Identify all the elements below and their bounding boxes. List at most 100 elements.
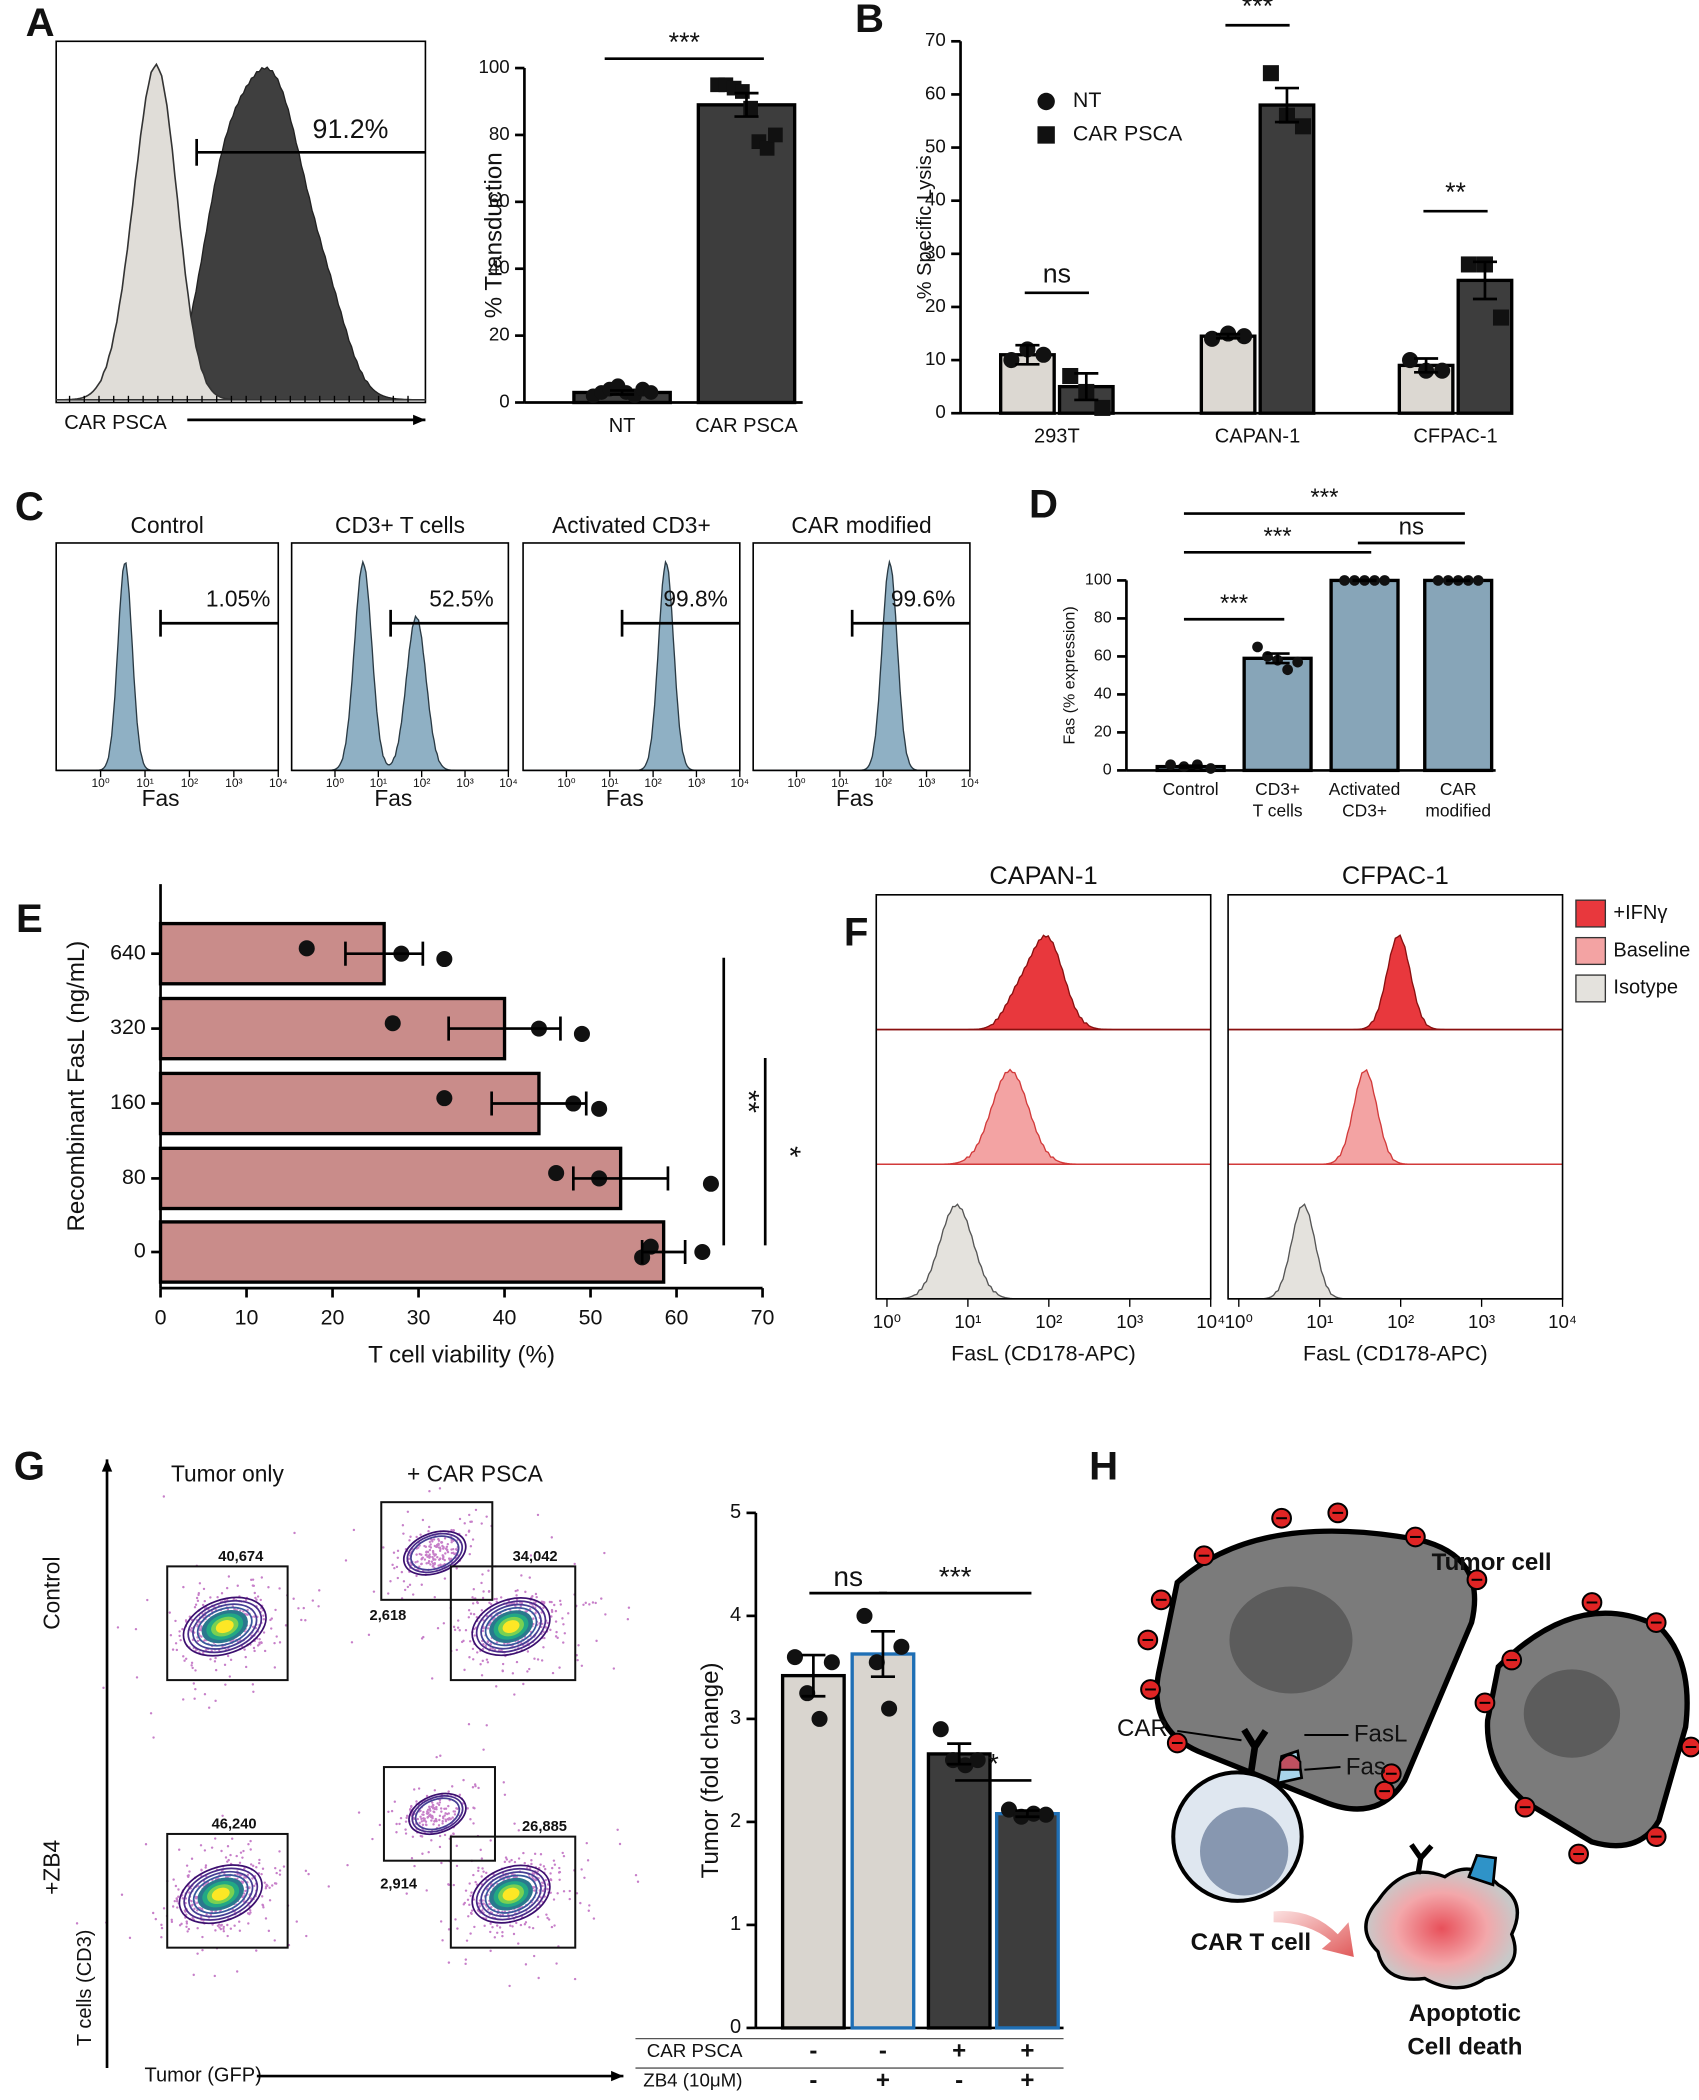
flow-event (539, 1853, 543, 1856)
flow-event (416, 1817, 419, 1821)
legend-swatch (1575, 899, 1607, 928)
flow-event (547, 1918, 551, 1921)
flow-event (260, 1872, 263, 1876)
flow-event (545, 1913, 548, 1916)
flow-event (162, 1907, 166, 1910)
flow-event (184, 1657, 188, 1660)
flow-event (252, 1690, 255, 1693)
flow-event (516, 1589, 519, 1592)
flow-event (515, 1660, 519, 1664)
flow-event (183, 1659, 186, 1662)
flow-event (495, 1597, 498, 1601)
flow-event (531, 1594, 534, 1598)
flow-event (241, 1856, 244, 1859)
flow-event (584, 1601, 587, 1605)
contour (410, 1535, 460, 1571)
flow-event (278, 1587, 281, 1590)
flow-event (473, 1627, 476, 1631)
flow-event (198, 1582, 202, 1585)
flow-event (270, 1627, 273, 1630)
flow-event (190, 1664, 193, 1667)
flow-event (618, 1842, 622, 1846)
flow-event (558, 1870, 562, 1874)
flow-event (219, 1924, 223, 1927)
flow-event (437, 1543, 440, 1547)
flow-event (154, 1917, 158, 1921)
x-tick-label: 10³ (1468, 1311, 1495, 1332)
flow-event (440, 1861, 443, 1865)
flow-event (171, 1648, 175, 1651)
data-point (436, 951, 453, 968)
flow-event (214, 1837, 217, 1840)
flow-event (550, 1536, 554, 1539)
flow-event (541, 1881, 544, 1884)
data-point (759, 140, 775, 156)
flow-event (510, 1858, 513, 1862)
flow-event (542, 1646, 545, 1649)
flow-event (236, 1584, 239, 1587)
car-receptor (1241, 1727, 1269, 1775)
diagram-label: Apoptotic (1409, 2000, 1521, 2027)
flow-event (558, 1666, 561, 1669)
flow-event (468, 1882, 471, 1885)
contour (480, 1871, 542, 1918)
flow-event (634, 1873, 638, 1877)
y-tick-label: 50 (925, 135, 946, 156)
flow-event (417, 1787, 421, 1790)
flow-event (170, 1920, 174, 1924)
flow-event (485, 1724, 488, 1727)
flow-event (442, 1622, 446, 1625)
contour (484, 1874, 538, 1914)
data-point (642, 1238, 659, 1255)
histogram-title: CFPAC-1 (1342, 862, 1449, 890)
flow-event (522, 1851, 525, 1855)
x-tick-label: 10⁴ (269, 776, 288, 790)
flow-event (464, 1962, 467, 1966)
flow-event (402, 1580, 406, 1583)
flow-event (199, 1844, 203, 1847)
flow-event (455, 1864, 459, 1868)
bar (158, 1220, 666, 1284)
bar (1329, 578, 1400, 773)
flow-event (304, 1869, 308, 1873)
bar (696, 103, 797, 405)
flow-event (558, 1878, 561, 1882)
flow-event (512, 1932, 516, 1936)
flow-event (203, 1849, 207, 1852)
flow-event (200, 1868, 203, 1872)
flow-event (508, 1860, 511, 1863)
data-point (1262, 65, 1279, 82)
contour (192, 1603, 258, 1650)
flow-event (169, 1633, 173, 1637)
flow-event (406, 1510, 410, 1514)
gate-label: 52.5% (429, 586, 493, 612)
flow-event (433, 1554, 436, 1557)
x-axis-label: T cell viability (%) (368, 1342, 555, 1369)
panel-letter: H (1089, 1443, 1118, 1488)
flow-event (194, 1895, 197, 1899)
flow-event (305, 1934, 308, 1938)
histogram-frame (752, 542, 971, 772)
flow-event (267, 1586, 270, 1589)
flow-event (344, 1559, 348, 1562)
flow-event (371, 1837, 374, 1841)
x-tick-label: NT (609, 415, 636, 437)
error-bar (734, 91, 759, 118)
flow-event (489, 1602, 493, 1606)
flow-event (447, 1557, 451, 1560)
bar (1258, 103, 1316, 415)
flow-event (479, 1663, 482, 1666)
flow-event (480, 1857, 484, 1860)
flow-event (447, 1804, 450, 1808)
flow-event (267, 1929, 271, 1933)
flow-event (425, 1562, 428, 1565)
flow-event (420, 1817, 423, 1821)
flow-event (417, 1546, 420, 1549)
flow-event (201, 1948, 204, 1952)
flow-event (135, 1676, 139, 1679)
flow-event (224, 1856, 228, 1859)
flow-event (274, 1882, 278, 1885)
flow-event (251, 1877, 254, 1880)
y-tick-label: 0 (730, 2016, 741, 2038)
